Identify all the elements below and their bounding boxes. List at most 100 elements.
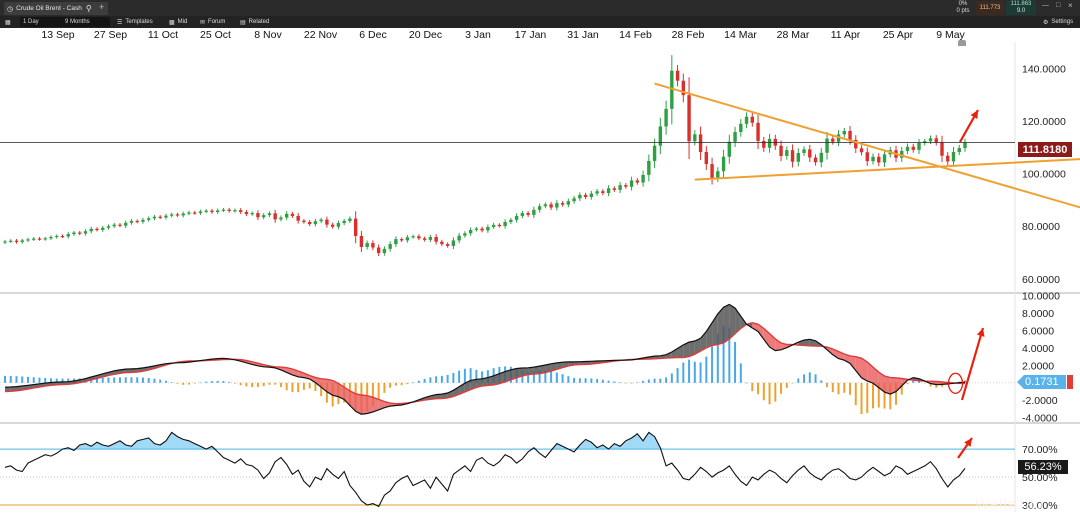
candle-body	[181, 213, 185, 216]
date-tick-label: 3 Jan	[465, 29, 491, 41]
candle-body	[422, 238, 427, 240]
date-tick-label: 14 Mar	[724, 29, 757, 41]
candle-body	[210, 210, 214, 212]
macd-fill-segment	[844, 353, 851, 364]
candle-body	[957, 148, 961, 152]
candle-body	[549, 204, 553, 208]
rsi-value-tag: 56.23%	[1018, 460, 1068, 474]
candle-body	[756, 122, 760, 141]
search-icon[interactable]: ⚲	[85, 4, 92, 13]
candle-body	[302, 220, 306, 222]
candle-body	[233, 210, 237, 212]
layout-icon[interactable]: ▦	[2, 17, 14, 27]
histogram-bar	[866, 382, 869, 414]
candle-body	[560, 203, 565, 205]
histogram-bar	[578, 378, 581, 383]
templates-button[interactable]: ☰ Templates	[114, 17, 156, 27]
histogram-bar	[849, 382, 852, 395]
candle-body	[819, 152, 823, 163]
histogram-bar	[141, 377, 144, 383]
histogram-bar	[291, 382, 294, 393]
candle-body	[221, 209, 226, 211]
histogram-bar	[843, 382, 846, 393]
mid-button[interactable]: ▩ Mid	[166, 17, 190, 27]
histogram-bar	[590, 378, 593, 383]
chart-canvas[interactable]: 60.0000 80.0000 100.0000 120.0000 140.0000 -4…	[0, 42, 1080, 515]
rsi-overbought-fill	[5, 432, 965, 450]
histogram-bar	[751, 382, 754, 392]
macd-fill-segment	[723, 304, 730, 343]
scroll-thumb[interactable]	[958, 40, 966, 46]
related-button[interactable]: ▤ Related	[237, 17, 272, 27]
mid-label: Mid	[177, 19, 188, 25]
histogram-bar	[555, 372, 558, 383]
histogram-bar	[584, 378, 587, 383]
ascending-trendline	[694, 158, 1080, 181]
candle-body	[434, 237, 438, 242]
macd-fill-segment	[855, 356, 862, 378]
candle-body	[635, 180, 640, 183]
macd-fill-segment	[545, 363, 552, 373]
forum-label: Forum	[208, 19, 226, 25]
candle-body	[940, 142, 944, 156]
range-select[interactable]: 9 Months	[62, 17, 110, 27]
sell-price-box[interactable]: 111.773	[976, 1, 1004, 15]
add-tab-icon[interactable]: +	[99, 2, 105, 12]
candle-body	[95, 228, 99, 231]
histogram-bar	[486, 370, 489, 383]
instrument-tab[interactable]: ◷ Crude Oil Brent - Cash ⚲	[4, 2, 108, 15]
candle-body	[698, 134, 703, 152]
macd-fill-segment	[338, 383, 345, 400]
settings-button[interactable]: ⚙ Settings	[1040, 17, 1076, 27]
rsi-tick-label: 70.00%	[1022, 444, 1058, 456]
candle-body	[606, 188, 611, 194]
candle-body	[78, 232, 82, 234]
candle-body	[376, 247, 381, 254]
panel-divider-2	[0, 422, 1080, 424]
candle-body	[72, 232, 76, 235]
candle-body	[480, 228, 484, 231]
candle-body	[589, 193, 594, 197]
macd-circle-annotation	[947, 372, 964, 394]
candle-body	[882, 154, 887, 163]
title-bar: ◷ Crude Oil Brent - Cash ⚲ + 0% 0 pts 11…	[0, 0, 1080, 16]
candle-body	[624, 185, 628, 187]
candle-body	[687, 95, 691, 142]
macd-histogram	[4, 325, 966, 415]
macd-fill-segment	[464, 380, 471, 392]
histogram-bar	[55, 378, 58, 383]
macd-fill-segment	[873, 367, 879, 388]
histogram-bar	[481, 371, 484, 383]
interval-select[interactable]: 1 Day	[20, 17, 64, 27]
histogram-bar	[371, 382, 374, 407]
macd-fill-segment	[326, 379, 333, 396]
minimize-icon[interactable]: —	[1042, 2, 1049, 9]
candle-body	[135, 220, 139, 223]
histogram-bar	[256, 382, 259, 387]
histogram-bar	[837, 382, 840, 395]
change-box: 0% 0 pts	[952, 1, 974, 15]
histogram-bar	[929, 382, 932, 387]
macd-fill-segment	[482, 377, 488, 386]
candle-body	[359, 235, 364, 247]
candle-body	[187, 212, 191, 214]
macd-fill-segment	[10, 386, 17, 392]
candle-body	[66, 234, 70, 237]
settings-label: Settings	[1051, 19, 1074, 25]
macd-fill-segment	[522, 367, 529, 376]
candle-body	[670, 70, 674, 109]
histogram-bar	[251, 382, 254, 387]
candle-body	[652, 145, 657, 161]
histogram-bar	[624, 382, 627, 384]
candle-body	[744, 116, 749, 124]
close-icon[interactable]: ×	[1068, 1, 1073, 10]
macd-tick-label: -4.0000	[1022, 413, 1058, 425]
macd-fill-segment	[499, 371, 506, 384]
maximize-icon[interactable]: □	[1056, 2, 1061, 9]
histogram-bar	[216, 380, 219, 383]
candle-body	[831, 138, 835, 142]
candle-body	[532, 209, 536, 215]
histogram-bar	[136, 377, 139, 383]
forum-button[interactable]: ✉ Forum	[197, 17, 228, 27]
buy-price-box[interactable]: 111.863 9.0	[1006, 1, 1036, 15]
